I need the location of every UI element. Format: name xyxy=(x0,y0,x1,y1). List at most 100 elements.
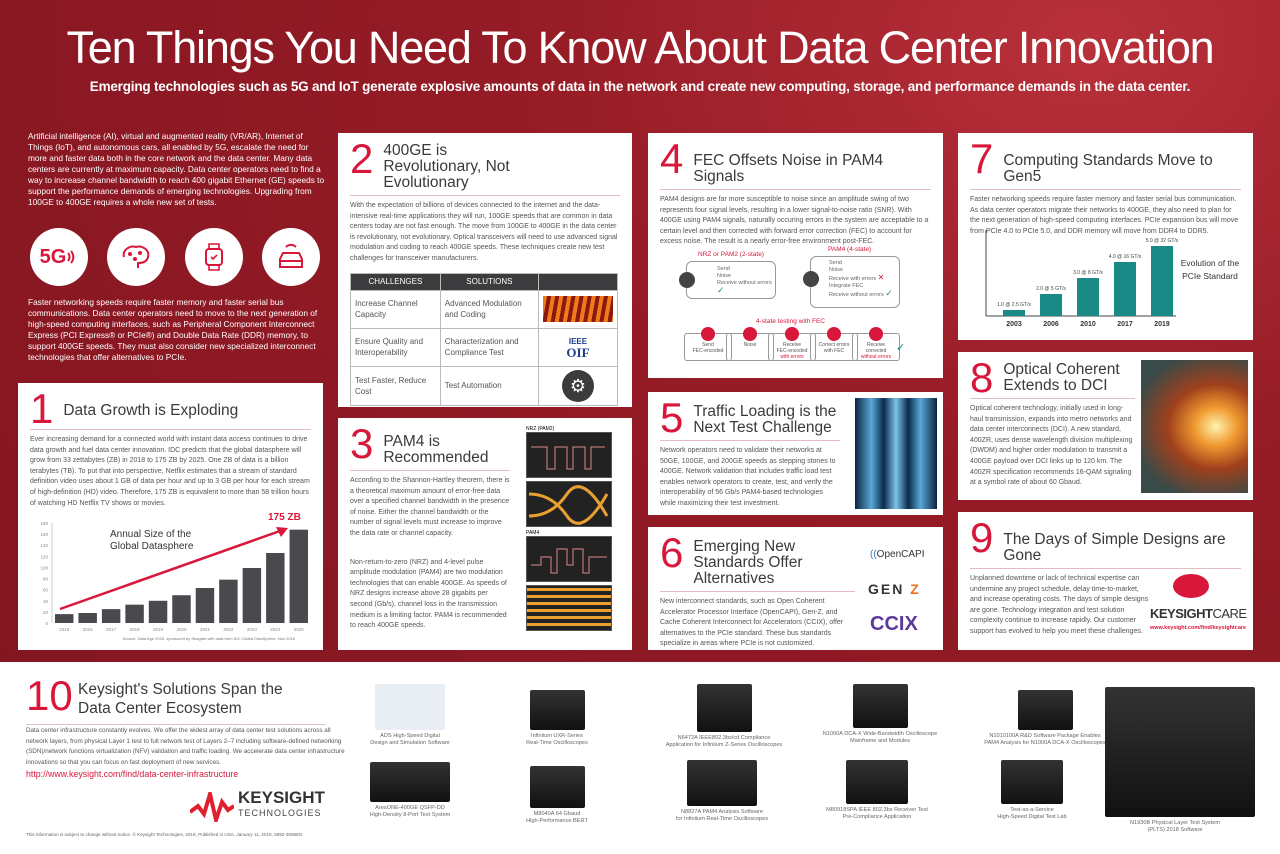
cell: Ensure Quality and Interoperability xyxy=(350,327,441,367)
product-item[interactable]: Test-as-a-Service High-Speed Digital Test… xyxy=(962,760,1102,821)
product-description: Real-Time Oscilloscopes xyxy=(526,740,588,746)
product-item[interactable]: N1010100A R&D Software Package Enables PA… xyxy=(975,690,1115,747)
product-name: M80918SPA IEEE 802.3bs Receiver Test xyxy=(826,807,928,813)
product-item[interactable]: N8827A PAM4 Analysis Software for Infinii… xyxy=(652,760,792,823)
section-body: Network operators need to validate their… xyxy=(660,447,836,507)
step-label: with errors xyxy=(780,354,804,360)
product-item[interactable]: M8040A 64 Gbaud High-Performance BERT xyxy=(487,766,627,825)
header-image xyxy=(537,272,619,291)
section-number: 10 xyxy=(26,672,73,719)
y-tick-label: 0 xyxy=(45,621,48,626)
list-item: Send xyxy=(829,260,842,266)
datasphere-bar-chart: 0 20 40 60 80 100 120 140 160 180 2015 2016 2017 2018… xyxy=(40,521,308,632)
x-tick-label: 2019 xyxy=(153,627,164,632)
genz-logo: GEN Z xyxy=(868,581,921,597)
y-tick-label: 20 xyxy=(43,610,49,615)
product-image xyxy=(846,760,908,804)
section-number: 8 xyxy=(970,354,994,401)
cell: Test Faster, Reduce Cost xyxy=(350,365,441,406)
x-tick-label: 2016 xyxy=(83,627,94,632)
check-icon: ✓ xyxy=(896,342,906,354)
section-number: 3 xyxy=(350,420,374,467)
product-image xyxy=(1017,690,1073,730)
product-name: N1930B Physical Layer Test System xyxy=(1129,820,1221,826)
bar-label: 3.0 @ 8 GT/s xyxy=(1073,270,1103,276)
nrz-waveform xyxy=(526,432,612,478)
divider xyxy=(970,189,1241,190)
chart-title: Annual Size of the Global Datasphere xyxy=(110,529,194,552)
chart-title: Evolution of the PCIe Standard xyxy=(1180,258,1240,281)
pam4-signal-icon xyxy=(803,271,819,287)
bar-label: 2.0 @ 5 GT/s xyxy=(1036,286,1066,292)
pam4-box: Send Noise Receive with errors ✕ Integrate … xyxy=(803,256,900,308)
product-image xyxy=(1105,687,1255,817)
nrz-label: NRZ (PAM2) xyxy=(526,426,555,432)
section-number: 9 xyxy=(970,514,994,561)
x-icon: ✕ xyxy=(877,273,885,282)
product-item[interactable]: ADS High-Speed Digital Design and Simulat… xyxy=(340,684,480,747)
list-item: Receive without errors ✓ xyxy=(829,288,893,299)
tech-icons: 5G xyxy=(30,228,320,286)
x-tick-label: 2006 xyxy=(1043,321,1059,328)
section-body-1: According to the Shannon-Hartley theorem… xyxy=(350,477,510,537)
product-item[interactable]: N1930B Physical Layer Test System (PLTS) … xyxy=(1105,687,1255,834)
bar xyxy=(266,553,285,623)
product-item[interactable]: AresONE-400GE QSFP-DD High-Density 8-Port… xyxy=(340,762,480,819)
bar xyxy=(195,588,215,623)
check-icon: ✓ xyxy=(717,285,725,295)
product-name: N1000A DCA-X Wide-Bandwidth Oscilloscope xyxy=(822,731,938,737)
pam4-eye-diagram xyxy=(526,585,612,631)
bar xyxy=(219,579,238,623)
product-item[interactable]: N1000A DCA-X Wide-Bandwidth Oscilloscope… xyxy=(810,684,950,745)
opencapi-logo: ((OpenCAPI xyxy=(870,549,925,560)
intro-paragraph-1: Artificial intelligence (AI), virtual an… xyxy=(28,131,325,207)
divider xyxy=(970,398,1135,399)
step-icon xyxy=(869,327,883,341)
product-name: N6472A IEEE802.3bs/cd Compliance xyxy=(677,735,771,741)
product-image xyxy=(529,766,585,808)
pcie-bar-chart: 1.0 @ 2.5 GT/s 2003 2.0 @ 5 GT/s 2006 3.0 @ … xyxy=(985,230,1179,328)
server-room-image xyxy=(855,398,937,509)
list-item: Receive without errors ✓ xyxy=(717,280,772,295)
x-tick-label: 2025 xyxy=(294,627,305,632)
x-tick-label: 2015 xyxy=(59,627,70,632)
y-tick-label: 180 xyxy=(40,521,48,526)
list-item: Noise xyxy=(829,267,844,273)
product-description: Pre-Compliance Application xyxy=(842,814,912,820)
nrz-eye-diagram xyxy=(526,481,612,527)
bar xyxy=(125,604,144,623)
bar xyxy=(55,614,74,623)
product-image xyxy=(696,684,752,732)
step-label: FEC-encoded xyxy=(776,348,808,354)
list-item: Noise xyxy=(717,273,732,279)
y-tick-label: 80 xyxy=(43,577,49,582)
product-item[interactable]: N6472A IEEE802.3bs/cd Compliance Applicat… xyxy=(654,684,794,749)
keysight-care-link[interactable]: www.keysight.com/find/keysightcare xyxy=(1150,625,1247,631)
y-tick-label: 100 xyxy=(40,565,48,570)
step-label: corrected xyxy=(865,348,887,354)
data-center-link[interactable]: http://www.keysight.com/find/data-center… xyxy=(26,769,239,779)
arrow-head xyxy=(276,527,288,537)
footer-legal: This information is subject to change wi… xyxy=(26,832,303,837)
product-description: Application for Infiniium Z-Series Oscil… xyxy=(665,742,783,748)
connected-car-icon xyxy=(261,228,320,286)
bar xyxy=(1040,294,1062,316)
bar xyxy=(1077,278,1099,316)
product-item[interactable]: M80918SPA IEEE 802.3bs Receiver Test Pre-… xyxy=(807,760,947,821)
product-item[interactable]: Infiniium UXR-Series Real-Time Oscillosco… xyxy=(487,690,627,747)
section-2-card: 2 400GE is Revolutionary, Not Evolutiona… xyxy=(338,133,632,407)
x-tick-label: 2019 xyxy=(1154,321,1170,328)
nrz-box: Send Noise Receive without errors ✓ xyxy=(679,261,776,299)
oif-logo: OIF xyxy=(566,345,590,361)
bar-label: 4.0 @ 16 GT/s xyxy=(1109,254,1142,260)
x-tick-label: 2023 xyxy=(247,627,258,632)
section-3-card: 3 PAM4 is Recommended According to the S… xyxy=(338,418,632,650)
divider xyxy=(26,724,326,725)
bar xyxy=(148,600,168,623)
section-title: Keysight's Solutions Span the Data Cente… xyxy=(78,681,283,717)
y-tick-label: 40 xyxy=(43,599,49,604)
step-label: FEC-encoded xyxy=(692,348,724,354)
divider xyxy=(970,568,1241,569)
x-tick-label: 2017 xyxy=(1117,321,1133,328)
divider xyxy=(350,195,620,196)
